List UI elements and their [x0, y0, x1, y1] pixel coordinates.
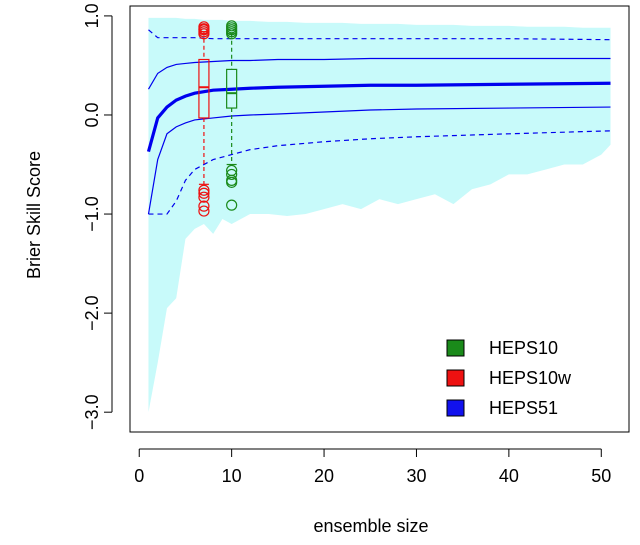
ensemble-range-band — [148, 17, 611, 413]
y-tick-label: 1.0 — [82, 3, 102, 28]
y-tick-label: −1.0 — [82, 196, 102, 232]
legend-swatch-heps51 — [446, 399, 465, 417]
y-tick-label: −2.0 — [82, 295, 102, 331]
boxplot-box — [198, 58, 210, 119]
boxplot-outlier — [198, 184, 210, 196]
boxplot-1 — [198, 21, 210, 217]
plot-area — [129, 5, 630, 433]
x-axis: 0 10 20 30 40 50 — [134, 448, 611, 486]
boxplot-outlier — [226, 176, 238, 188]
y-tick-label: 0.0 — [82, 102, 102, 127]
boxplot-layer — [198, 20, 238, 217]
y-tick-label: −3.0 — [82, 394, 102, 430]
legend-label-heps10: HEPS10 — [489, 338, 558, 358]
legend: HEPS10 HEPS10w HEPS51 — [446, 338, 572, 418]
legend-label-heps10w: HEPS10w — [489, 368, 572, 388]
series-line-1 — [146, 81, 611, 153]
series-line-4 — [148, 29, 611, 41]
series-line-2 — [147, 57, 611, 90]
x-tick-label: 10 — [222, 466, 242, 486]
boxplot-outlier — [226, 28, 238, 40]
boxplot-outlier — [226, 168, 238, 181]
x-tick-label: 40 — [499, 466, 519, 486]
y-axis: −3.0 −2.0 −1.0 0.0 1.0 — [82, 3, 113, 430]
boxplot-outlier — [198, 205, 210, 217]
legend-label-heps51: HEPS51 — [489, 398, 558, 418]
x-tick-label: 20 — [314, 466, 334, 486]
boxplot-box — [226, 68, 238, 109]
boxplot-outlier — [198, 187, 210, 199]
boxplot-outlier — [198, 200, 210, 212]
legend-swatch-heps10w — [446, 369, 465, 387]
legend-swatch-heps10 — [446, 339, 465, 357]
x-tick-label: 30 — [406, 466, 426, 486]
series-line-5 — [148, 130, 611, 215]
plot-frame — [129, 5, 630, 433]
boxplot-outlier — [226, 199, 238, 211]
x-tick-label: 0 — [134, 466, 144, 486]
x-axis-title: ensemble size — [313, 516, 428, 536]
boxplot-2 — [226, 20, 238, 211]
y-axis-title: Brier Skill Score — [24, 151, 44, 279]
boxplot-outlier — [198, 28, 210, 40]
x-tick-label: 50 — [591, 466, 611, 486]
boxplot-outlier — [198, 191, 210, 203]
